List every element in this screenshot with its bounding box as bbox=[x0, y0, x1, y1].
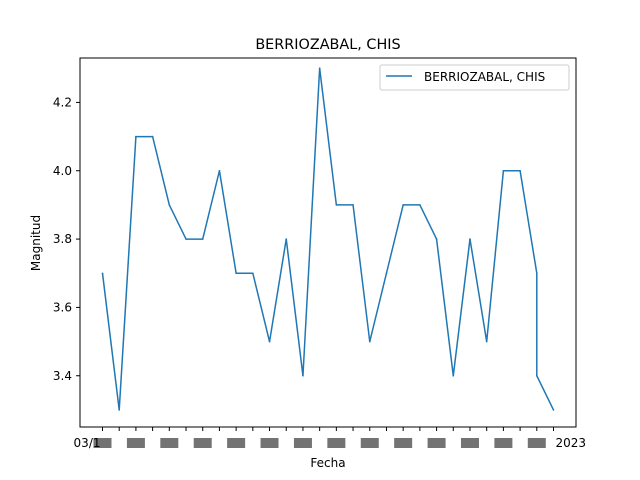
x-tick-label-overlap bbox=[360, 438, 379, 448]
y-tick-label: 3.4 bbox=[53, 369, 72, 383]
plot-area: 3.43.63.84.04.203/1 2023 bbox=[53, 67, 586, 450]
data-point bbox=[268, 340, 271, 343]
x-tick-label-last: 2023 bbox=[556, 436, 587, 450]
x-axis-label: Fecha bbox=[310, 456, 345, 470]
data-point bbox=[335, 204, 338, 206]
x-tick-label-overlap bbox=[460, 438, 479, 448]
x-tick-label-overlap bbox=[260, 438, 279, 448]
data-point bbox=[435, 238, 438, 240]
data-point bbox=[168, 204, 171, 206]
data-point bbox=[502, 169, 505, 172]
data-point bbox=[185, 238, 187, 240]
x-tick-label-overlap bbox=[93, 438, 112, 448]
data-point bbox=[302, 374, 304, 377]
x-tick-label-overlap bbox=[227, 438, 246, 448]
chart-title: BERRIOZABAL, CHIS bbox=[255, 37, 400, 53]
x-tick-label-overlap bbox=[494, 438, 513, 448]
legend-box bbox=[379, 64, 570, 91]
y-tick-label: 4.2 bbox=[53, 95, 72, 109]
legend: BERRIOZABAL, CHIS bbox=[379, 64, 570, 91]
data-point bbox=[419, 204, 421, 206]
x-tick-label-overlap bbox=[394, 438, 413, 448]
x-tick-label-overlap bbox=[427, 438, 446, 448]
data-point bbox=[285, 238, 288, 240]
y-axis-label: Magnitud bbox=[29, 215, 43, 271]
data-point bbox=[352, 204, 354, 206]
data-point bbox=[151, 135, 154, 138]
data-point bbox=[385, 272, 388, 275]
data-point bbox=[218, 169, 221, 172]
data-point bbox=[469, 238, 471, 240]
x-tick-labels-overlap bbox=[93, 438, 546, 448]
data-point bbox=[118, 409, 121, 411]
x-tick-label-overlap bbox=[527, 438, 546, 448]
x-tick-label-overlap bbox=[293, 438, 312, 448]
x-tick-label-overlap bbox=[327, 438, 346, 448]
data-point bbox=[452, 374, 455, 377]
x-tick-label-overlap bbox=[126, 438, 145, 448]
data-point bbox=[101, 272, 104, 275]
data-point bbox=[201, 238, 204, 240]
y-tick-label: 3.6 bbox=[53, 300, 72, 314]
y-tick-label: 4.0 bbox=[53, 164, 72, 178]
legend-label: BERRIOZABAL, CHIS bbox=[424, 70, 545, 84]
data-point bbox=[552, 409, 555, 411]
data-point bbox=[235, 272, 237, 275]
data-point bbox=[535, 374, 538, 377]
data-point bbox=[368, 340, 371, 343]
y-tick-label: 3.8 bbox=[53, 232, 72, 246]
data-point bbox=[318, 67, 321, 70]
x-tick-label-overlap bbox=[160, 438, 179, 448]
x-tick-label-overlap bbox=[193, 438, 212, 448]
data-point bbox=[535, 272, 538, 275]
data-point bbox=[402, 204, 404, 206]
data-point bbox=[252, 272, 254, 275]
axes-frame bbox=[79, 57, 577, 428]
data-point bbox=[135, 135, 137, 138]
data-point bbox=[485, 340, 488, 343]
data-point bbox=[519, 169, 521, 172]
